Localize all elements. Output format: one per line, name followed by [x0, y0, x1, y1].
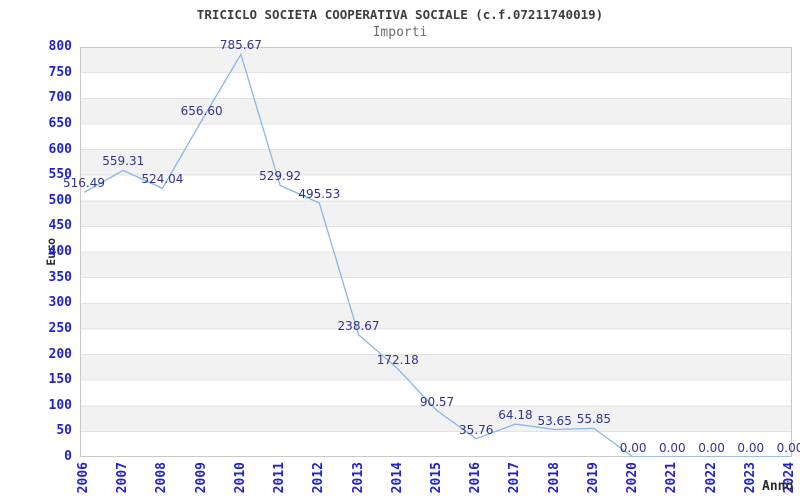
y-tick-label: 0 [64, 449, 72, 464]
x-tick-label: 2017 [507, 462, 523, 494]
y-tick-label: 500 [48, 192, 72, 208]
x-tick-label: 2019 [585, 462, 601, 494]
x-tick-label: 2021 [664, 462, 680, 494]
chart-title: TRICICLO SOCIETA COOPERATIVA SOCIALE (c.… [196, 7, 604, 22]
x-tick-label: 2009 [193, 462, 209, 494]
y-tick-label: 750 [48, 64, 72, 80]
plot-border [80, 47, 792, 457]
data-point-label: 238.67 [337, 318, 380, 333]
data-point-label: 524.04 [141, 172, 184, 187]
x-tick-label: 2020 [625, 462, 641, 494]
data-point-label: 90.57 [419, 394, 455, 409]
y-tick-label: 600 [48, 141, 72, 157]
y-tick-label: 800 [48, 39, 72, 54]
y-tick-label: 650 [48, 115, 72, 131]
plot-band [80, 47, 792, 73]
y-tick-label: 450 [48, 218, 72, 234]
plot-band [80, 200, 792, 227]
data-point-label: 0.00 [698, 441, 725, 455]
data-point-label: 53.65 [537, 413, 572, 428]
data-point-label: 559.31 [102, 154, 145, 169]
data-point-label: 0.00 [737, 441, 765, 455]
x-axis-title: Anno [762, 479, 794, 494]
y-tick-label: 300 [48, 295, 72, 311]
data-point-label: 656.60 [180, 104, 223, 119]
plot-band [80, 252, 792, 278]
x-tick-label: 2011 [272, 462, 288, 494]
plot-band [80, 149, 792, 176]
x-tick-label: 2015 [429, 462, 444, 494]
data-point-label: 64.18 [498, 408, 533, 423]
chart-subtitle: Importi [372, 25, 428, 40]
data-point-label: 785.67 [219, 38, 262, 53]
data-point-label: 0.00 [658, 441, 686, 455]
x-tick-label: 2006 [76, 462, 91, 494]
y-tick-label: 200 [48, 346, 72, 362]
plot-band [80, 354, 792, 381]
data-point-label: 35.76 [459, 422, 494, 437]
y-tick-label: 150 [48, 372, 72, 388]
x-tick-label: 2008 [154, 462, 170, 494]
data-point-label: 516.49 [63, 176, 105, 191]
series-line [83, 52, 790, 457]
data-point-label: 529.92 [259, 169, 302, 184]
plot-band [80, 303, 792, 329]
x-tick-label: 2023 [742, 462, 758, 494]
plot-band [80, 98, 792, 124]
plot-area [80, 47, 792, 457]
data-point-label: 55.85 [576, 412, 612, 427]
y-tick-label: 550 [48, 167, 72, 183]
data-point-label: 495.53 [298, 187, 341, 202]
y-tick-label: 400 [48, 244, 72, 259]
line-chart-svg [80, 47, 792, 457]
x-tick-label: 2016 [468, 462, 484, 494]
y-tick-label: 700 [48, 90, 72, 106]
x-tick-label: 2010 [232, 462, 248, 494]
data-point-label: 0.00 [619, 441, 647, 455]
data-point-label: 172.18 [376, 352, 419, 367]
y-tick-label: 50 [56, 423, 72, 439]
y-tick-label: 350 [48, 269, 72, 285]
x-tick-label: 2022 [703, 462, 719, 494]
x-tick-label: 2018 [546, 462, 562, 494]
y-tick-label: 100 [48, 397, 72, 413]
x-tick-label: 2013 [350, 462, 366, 494]
data-point-label: 0.00 [776, 441, 800, 455]
x-tick-label: 2014 [389, 462, 405, 494]
y-tick-label: 250 [48, 320, 72, 336]
x-tick-label: 2007 [115, 462, 131, 494]
x-tick-label: 2012 [311, 462, 327, 494]
